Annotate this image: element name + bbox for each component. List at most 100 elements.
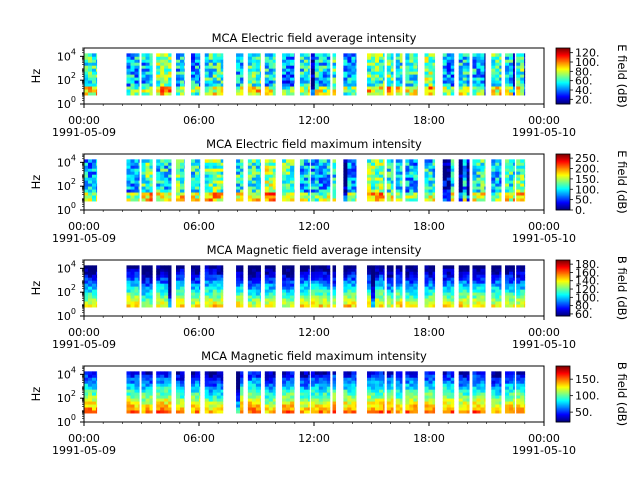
spectrogram-cell — [195, 271, 200, 275]
colorbar-swatch — [556, 58, 570, 61]
x-tick-label: 06:00 — [183, 114, 215, 127]
spectrogram-cell — [184, 77, 185, 81]
spectrogram-cell — [351, 56, 356, 60]
spectrogram-cell — [84, 377, 89, 381]
spectrogram-cell — [130, 401, 135, 405]
spectrogram-cell — [314, 295, 320, 299]
spectrogram-cell — [347, 380, 352, 384]
spectrogram-cell — [141, 392, 146, 396]
spectrogram-cell — [499, 162, 502, 166]
spectrogram-cell — [379, 165, 384, 169]
spectrogram-cell — [282, 92, 287, 96]
spectrogram-cell — [343, 289, 348, 293]
spectrogram-cell — [367, 53, 372, 57]
spectrogram-cell — [318, 165, 324, 169]
spectrogram-cell — [126, 377, 131, 381]
spectrogram-cell — [314, 277, 320, 281]
spectrogram-cell — [375, 71, 380, 75]
spectrogram-cell — [191, 286, 196, 290]
spectrogram-cell — [247, 295, 253, 299]
spectrogram-cell — [247, 395, 253, 399]
spectrogram-cell — [513, 286, 515, 290]
spectrogram-cell — [386, 371, 392, 375]
spectrogram-cell — [375, 159, 380, 163]
colorbar-swatch — [556, 173, 570, 176]
spectrogram-cell — [251, 392, 257, 396]
spectrogram-cell — [524, 301, 526, 305]
spectrogram-cell — [290, 404, 295, 408]
spectrogram-cell — [343, 371, 348, 375]
spectrogram-cell — [399, 271, 403, 275]
spectrogram-cell — [405, 298, 410, 302]
spectrogram-cell — [383, 295, 385, 299]
spectrogram-cell — [310, 177, 316, 181]
spectrogram-cell — [458, 183, 464, 187]
spectrogram-cell — [255, 165, 261, 169]
spectrogram-cell — [310, 168, 316, 172]
spectrogram-cell — [290, 277, 295, 281]
colorbar-tick-label: 140. — [575, 275, 600, 288]
spectrogram-cell — [307, 77, 310, 81]
spectrogram-cell — [509, 192, 514, 196]
spectrogram-cell — [251, 277, 257, 281]
spectrogram-cell — [176, 183, 181, 187]
spectrogram-cell — [259, 192, 261, 196]
colorbar-swatch — [556, 177, 570, 179]
spectrogram-cell — [409, 274, 414, 278]
spectrogram-cell — [272, 283, 276, 287]
spectrogram-cell — [520, 192, 525, 196]
spectrogram-cell — [399, 380, 403, 384]
colorbar-swatch — [556, 207, 570, 210]
spectrogram-cell — [509, 304, 514, 308]
spectrogram-cell — [472, 174, 477, 178]
spectrogram-cell — [446, 74, 452, 78]
spectrogram-cell — [176, 304, 181, 308]
spectrogram-cell — [424, 189, 429, 193]
spectrogram-cell — [355, 198, 357, 202]
spectrogram-cell — [446, 268, 452, 272]
spectrogram-cell — [524, 159, 526, 163]
spectrogram-cell — [499, 83, 502, 87]
spectrogram-cell — [286, 268, 291, 272]
spectrogram-cell — [96, 189, 98, 193]
spectrogram-cell — [156, 162, 161, 166]
spectrogram-cell — [351, 83, 356, 87]
spectrogram-cell — [450, 280, 455, 284]
spectrogram-cell — [428, 71, 433, 75]
spectrogram-cell — [314, 68, 320, 72]
spectrogram-cell — [134, 401, 139, 405]
spectrogram-cell — [141, 192, 146, 196]
spectrogram-cell — [428, 292, 433, 296]
spectrogram-cell — [367, 401, 372, 405]
spectrogram-cell — [367, 395, 372, 399]
spectrogram-cell — [255, 392, 261, 396]
spectrogram-cell — [141, 74, 146, 78]
spectrogram-cell — [141, 68, 146, 72]
spectrogram-cell — [371, 407, 376, 411]
spectrogram-cell — [247, 410, 253, 414]
spectrogram-cell — [199, 177, 201, 181]
spectrogram-cell — [199, 407, 201, 411]
spectrogram-cell — [212, 301, 218, 305]
spectrogram-cell — [126, 401, 131, 405]
x-tick-label: 00:00 — [68, 114, 100, 127]
spectrogram-cell — [310, 198, 316, 202]
spectrogram-cell — [286, 168, 291, 172]
spectrogram-cell — [220, 277, 224, 281]
spectrogram-cell — [476, 198, 481, 202]
spectrogram-cell — [476, 192, 481, 196]
spectrogram-cell — [164, 271, 169, 275]
spectrogram-cell — [351, 277, 356, 281]
spectrogram-cell — [204, 283, 210, 287]
spectrogram-cell — [413, 268, 418, 272]
spectrogram-cell — [138, 295, 140, 299]
spectrogram-cell — [343, 292, 348, 296]
spectrogram-cell — [88, 65, 93, 69]
spectrogram-cell — [208, 271, 214, 275]
spectrogram-cell — [332, 392, 337, 396]
spectrogram-cell — [220, 268, 224, 272]
spectrogram-cell — [84, 65, 89, 69]
colorbar-label: E field (dB) — [615, 150, 629, 214]
spectrogram-cell — [307, 168, 310, 172]
spectrogram-cell — [495, 71, 500, 75]
